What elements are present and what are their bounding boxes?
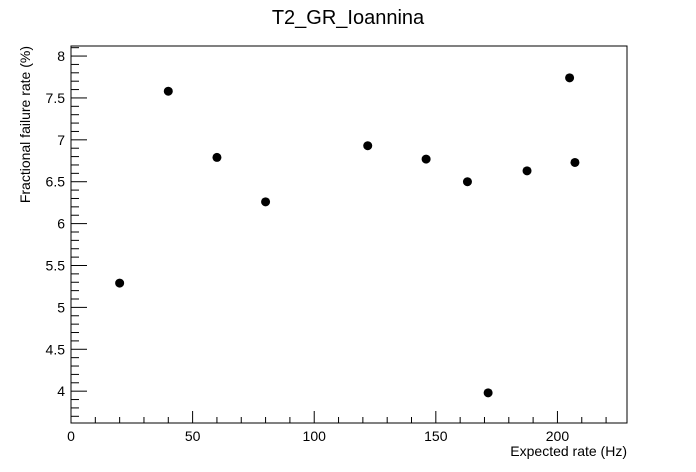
data-point xyxy=(570,157,580,167)
x-axis-title: Expected rate (Hz) xyxy=(510,443,627,459)
y-tick-label: 6 xyxy=(57,216,65,232)
data-point xyxy=(163,86,173,96)
chart-title: T2_GR_Ioannina xyxy=(272,7,425,29)
y-tick-label: 4 xyxy=(57,383,65,399)
y-tick-label: 4.5 xyxy=(46,341,66,357)
plot-frame xyxy=(70,45,628,424)
data-point xyxy=(261,197,271,207)
data-point xyxy=(212,152,222,162)
data-point xyxy=(522,166,532,176)
y-axis-title: Fractional failure rate (%) xyxy=(17,46,33,203)
x-tick-label: 150 xyxy=(424,428,448,444)
y-tick-label: 6.5 xyxy=(46,174,66,190)
y-tick-label: 7 xyxy=(57,132,65,148)
y-tick-label: 5 xyxy=(57,299,65,315)
data-point xyxy=(115,278,125,288)
y-tick-label: 7.5 xyxy=(46,90,66,106)
x-tick-label: 100 xyxy=(303,428,327,444)
data-point xyxy=(462,177,472,187)
y-tick-label: 5.5 xyxy=(46,257,66,273)
data-point xyxy=(565,73,575,83)
data-point xyxy=(363,141,373,151)
x-tick-label: 50 xyxy=(185,428,201,444)
data-point xyxy=(421,154,431,164)
data-point xyxy=(483,388,493,398)
y-tick-label: 8 xyxy=(57,48,65,64)
x-tick-label: 0 xyxy=(67,428,75,444)
x-tick-label: 200 xyxy=(546,428,570,444)
